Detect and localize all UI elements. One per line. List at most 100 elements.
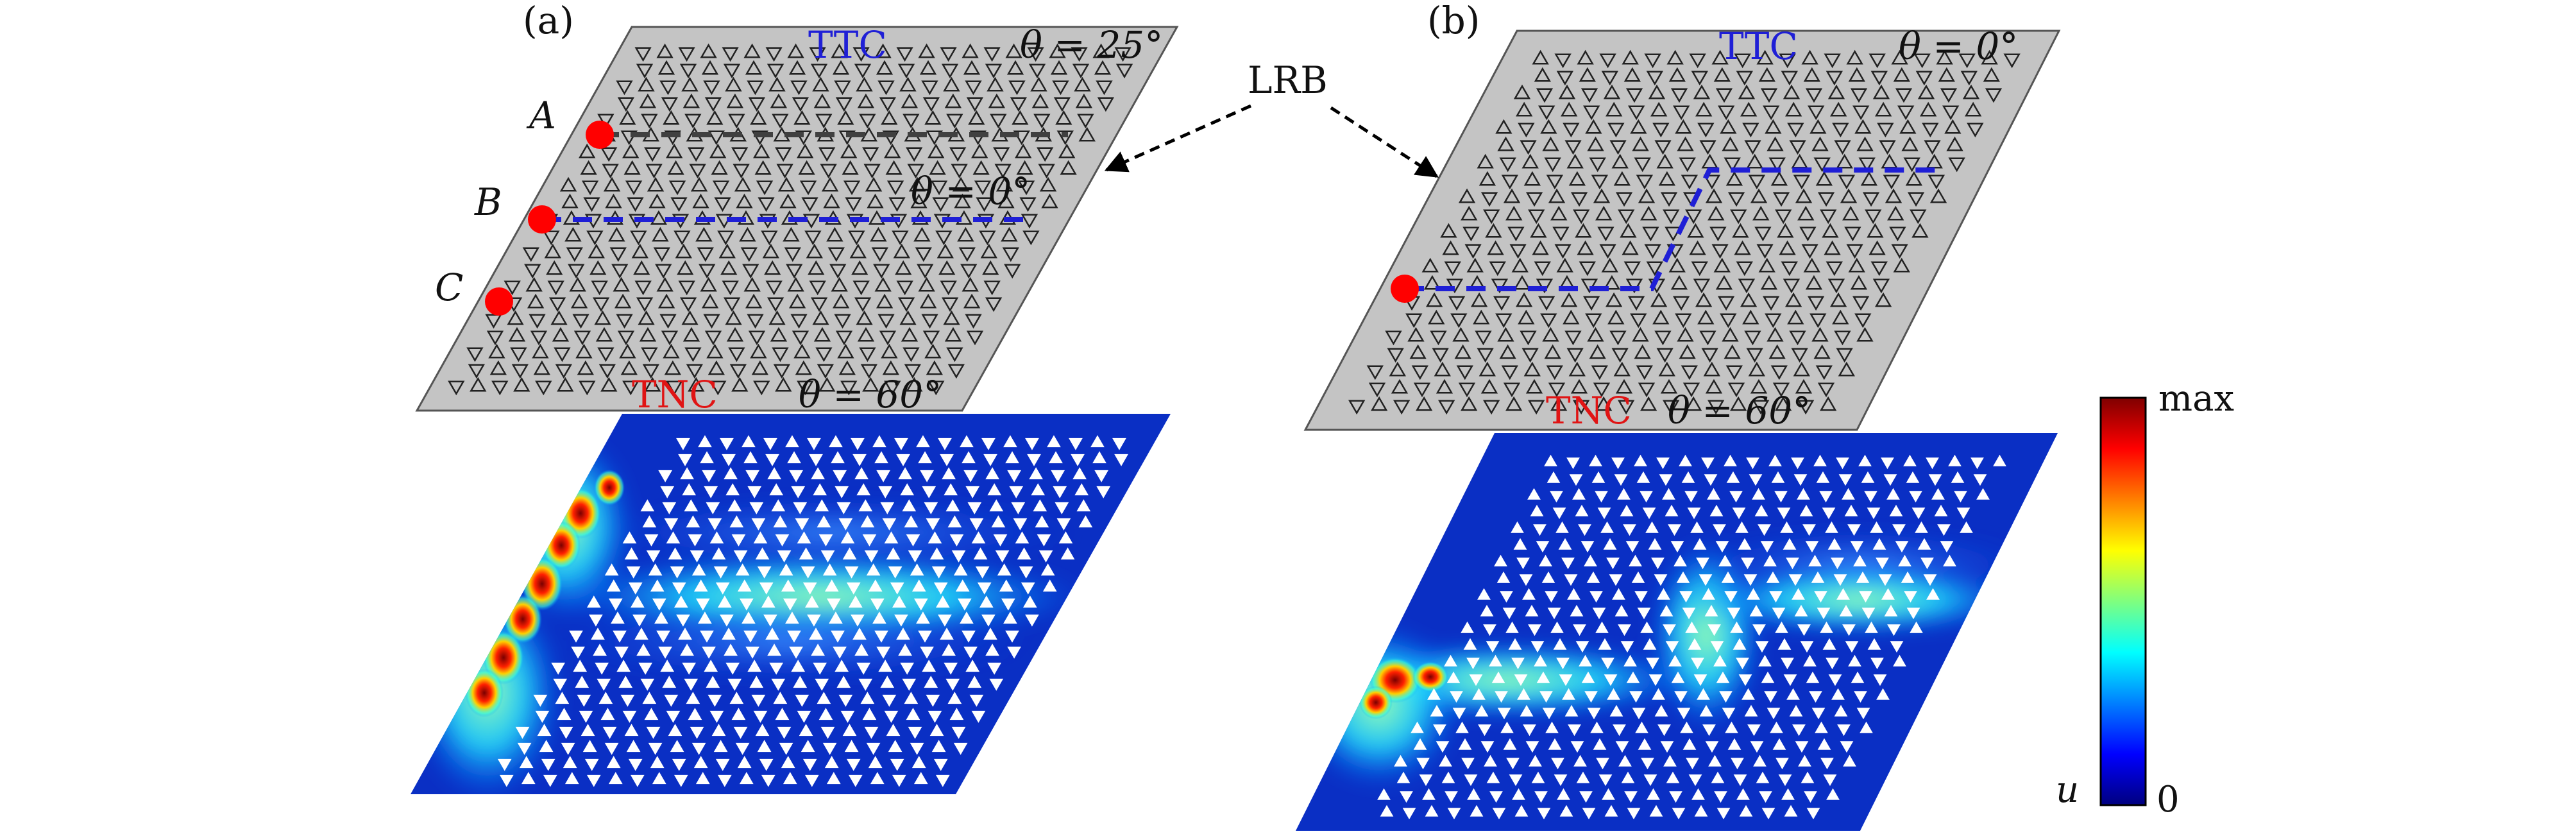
lattice-hole: [809, 47, 826, 62]
lattice-hole: [835, 486, 849, 498]
lattice-hole: [1436, 379, 1453, 394]
lattice-hole: [677, 260, 694, 275]
lattice-hole: [1461, 205, 1478, 221]
lattice-hole: [1499, 344, 1516, 359]
lattice-hole: [1629, 554, 1642, 566]
lattice-hole: [1826, 261, 1843, 277]
lattice-hole: [1663, 624, 1676, 636]
lattice-hole: [1568, 171, 1586, 186]
lattice-hole: [722, 627, 736, 640]
panel-a-point-b-label: B: [474, 180, 502, 224]
lattice-hole: [836, 676, 851, 688]
lattice-hole: [1823, 774, 1837, 787]
lattice-hole: [1680, 721, 1693, 733]
lattice-hole: [659, 80, 677, 96]
lattice-hole: [1836, 153, 1853, 169]
lattice-hole: [894, 438, 908, 450]
lattice-hole: [817, 692, 831, 704]
lattice-hole: [852, 47, 870, 62]
lattice-hole: [1540, 313, 1557, 328]
lattice-hole: [555, 692, 570, 704]
lattice-hole: [1803, 257, 1820, 273]
lattice-hole: [713, 566, 728, 579]
lattice-hole: [916, 611, 930, 624]
lattice-hole: [747, 486, 762, 498]
lattice-hole: [1448, 296, 1466, 311]
lattice-hole: [1538, 105, 1555, 121]
lattice-hole: [967, 502, 982, 515]
lattice-hole: [1450, 313, 1468, 328]
lattice-hole: [1781, 658, 1794, 670]
lattice-hole: [583, 197, 600, 212]
lattice-hole: [1743, 574, 1758, 586]
lattice-hole: [642, 692, 657, 704]
lattice-hole: [678, 280, 695, 296]
lattice-hole: [896, 454, 910, 466]
lattice-hole: [1688, 774, 1702, 787]
lattice-hole: [1859, 591, 1872, 603]
lattice-hole: [656, 277, 674, 292]
lattice-hole: [755, 547, 770, 560]
lattice-hole: [1477, 588, 1491, 600]
lattice-hole: [1056, 130, 1074, 146]
lattice-hole: [1569, 474, 1583, 486]
lattice-hole: [1030, 76, 1047, 92]
lattice-hole: [1466, 658, 1480, 670]
lattice-hole: [622, 531, 637, 544]
lattice-hole: [1467, 788, 1480, 800]
lattice-hole: [1654, 704, 1668, 717]
lattice-hole: [1805, 275, 1823, 290]
lattice-hole: [1440, 223, 1457, 238]
lattice-hole: [1856, 571, 1870, 583]
lattice-hole: [1514, 674, 1528, 686]
lattice-hole: [1541, 571, 1555, 583]
lattice-hole: [1452, 327, 1470, 342]
panel-a-label: (a): [523, 0, 574, 42]
lattice-hole: [920, 646, 934, 659]
lattice-hole: [1518, 309, 1535, 325]
lattice-hole: [1520, 140, 1537, 155]
lattice-hole: [1463, 638, 1477, 650]
lattice-hole: [703, 80, 720, 96]
lattice-hole: [1674, 691, 1688, 703]
lattice-hole: [834, 314, 851, 329]
lattice-hole: [848, 595, 863, 608]
lattice-hole: [628, 582, 643, 595]
lattice-hole: [1389, 361, 1406, 377]
lattice-hole: [634, 627, 648, 640]
lattice-hole: [1587, 708, 1601, 720]
lattice-hole: [1049, 451, 1063, 464]
lattice-hole: [1819, 396, 1837, 411]
lattice-hole: [884, 143, 901, 158]
lattice-hole: [1634, 344, 1651, 359]
lattice-hole: [522, 247, 539, 262]
lattice-hole: [1114, 454, 1128, 466]
lattice-hole: [606, 579, 621, 592]
lattice-hole: [747, 660, 762, 672]
lattice-hole: [1037, 147, 1054, 162]
lattice-hole: [568, 264, 585, 279]
lattice-hole: [791, 486, 806, 498]
lattice-hole: [969, 694, 984, 707]
lattice-hole: [813, 327, 831, 342]
lattice-hole: [1582, 808, 1596, 820]
lattice-hole: [636, 297, 654, 312]
lattice-hole: [1052, 80, 1069, 96]
lattice-hole: [620, 130, 638, 146]
lattice-hole: [981, 614, 996, 627]
lattice-hole: [1544, 157, 1561, 173]
lattice-hole: [644, 147, 661, 162]
lattice-hole: [1592, 608, 1606, 620]
lattice-hole: [1831, 688, 1845, 700]
lattice-hole: [1797, 400, 1815, 415]
lattice-hole: [1885, 188, 1902, 203]
lattice-hole: [550, 310, 568, 325]
lattice-hole: [594, 310, 611, 325]
lattice-hole: [1003, 435, 1017, 448]
lattice-hole: [876, 60, 894, 75]
lattice-hole: [791, 660, 806, 672]
lattice-hole: [953, 742, 968, 755]
lattice-hole: [1746, 457, 1759, 470]
lattice-hole: [1772, 382, 1790, 398]
lattice-hole: [1413, 382, 1431, 398]
